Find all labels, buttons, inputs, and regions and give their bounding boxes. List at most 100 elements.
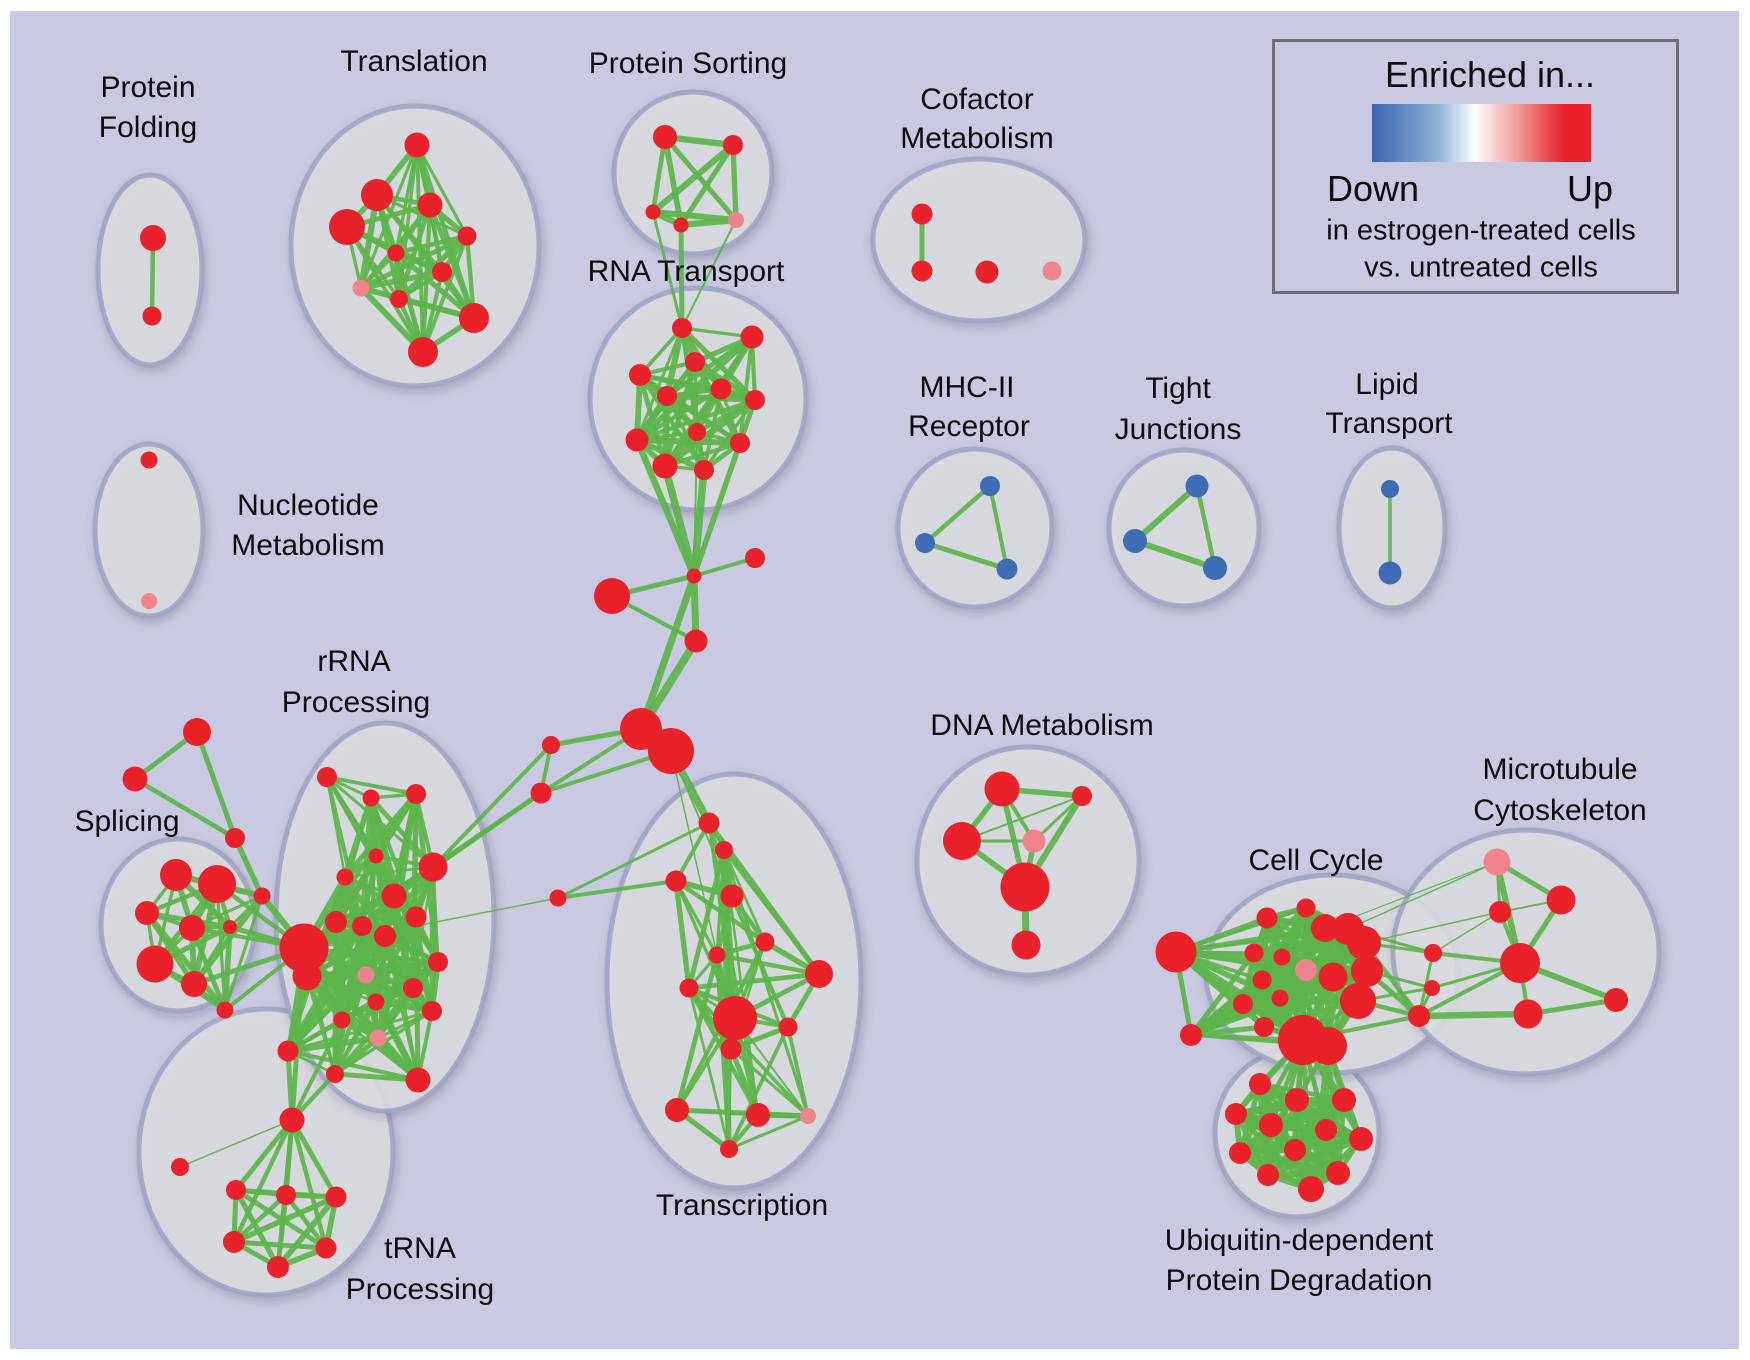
- node-tn6-red: [315, 1237, 337, 1259]
- node-tn3-red: [276, 1185, 296, 1205]
- cluster-ellipse-tight-junctions: [1106, 447, 1262, 609]
- edge-r14-r18: [376, 986, 415, 1040]
- node-n2-pink: [141, 593, 157, 609]
- node-c16-red: [1351, 955, 1383, 987]
- node-r7-red: [381, 883, 407, 909]
- cluster-label-ubiquitin-degradation-line2: Protein Degradation: [1165, 1263, 1433, 1297]
- cluster-label-cofactor-metabolism-line1: Cofactor: [920, 82, 1034, 116]
- node-tri3-red: [225, 828, 245, 848]
- node-tr2-red: [715, 841, 733, 859]
- node-b7-blue: [1381, 480, 1399, 498]
- edge-r21-rb: [301, 946, 421, 1082]
- node-pf1-red: [140, 225, 166, 251]
- node-rb-red: [279, 923, 329, 973]
- node-c3-red: [1256, 907, 1278, 929]
- node-u12-red: [1298, 1176, 1324, 1202]
- node-r12-red: [428, 952, 448, 972]
- node-r21-red: [405, 1067, 431, 1093]
- node-rt9-red: [625, 428, 649, 452]
- node-c15-red: [1318, 962, 1348, 992]
- cluster-ellipse-protein-folding: [95, 172, 205, 368]
- edge-r21-rb2: [305, 973, 420, 1083]
- node-ps3-red: [645, 204, 661, 220]
- node-mi1-pink: [1483, 848, 1511, 876]
- edge-th0-tn4: [289, 1118, 339, 1199]
- node-u6-red: [1315, 1119, 1337, 1141]
- node-c20-red: [1408, 1005, 1430, 1027]
- edge-sp6-sp8: [191, 894, 265, 986]
- edge-tn4-tn7: [275, 1195, 339, 1269]
- node-tn2-red: [226, 1180, 246, 1200]
- edge-tr8-tr15: [687, 987, 731, 1150]
- node-r17-red: [333, 1011, 351, 1029]
- cluster-label-protein-sorting: Protein Sorting: [588, 46, 788, 80]
- edge-th0-tn6: [289, 1119, 329, 1249]
- node-c6-red: [1273, 948, 1291, 966]
- cluster-label-rrna-processing-line2: Processing: [281, 685, 431, 719]
- node-m3-red: [549, 889, 567, 907]
- edge-rt7-rt12: [702, 398, 757, 472]
- network-nodes: [122, 125, 1628, 1278]
- node-d3-red: [943, 822, 981, 860]
- legend-gradient-bar: [1372, 104, 1591, 162]
- edge-tri2-tri3: [133, 777, 237, 840]
- node-tr9-red: [713, 996, 757, 1040]
- edge-ps1-ps5: [663, 135, 738, 222]
- node-d5-red: [1000, 862, 1050, 912]
- node-tr5-red: [755, 932, 775, 952]
- edge-b4-b6: [1194, 485, 1218, 569]
- node-r19-red: [277, 1040, 299, 1062]
- node-u7-red: [1349, 1127, 1373, 1151]
- node-mi2-red: [1546, 885, 1576, 915]
- node-sp5-red: [223, 920, 237, 934]
- edge-tr10-tr15: [727, 1026, 790, 1150]
- edge-rt2-rt10: [738, 336, 754, 444]
- node-t6-red: [387, 244, 405, 262]
- node-u2-red: [1285, 1088, 1309, 1112]
- node-pb-red: [648, 728, 694, 774]
- node-sp1-red: [160, 859, 192, 891]
- node-tr3-red: [665, 870, 687, 892]
- node-c19-red: [1309, 1027, 1347, 1065]
- cluster-label-dna-metabolism: DNA Metabolism: [930, 708, 1154, 742]
- node-t8-pink: [352, 279, 370, 297]
- node-m1-red: [542, 736, 560, 754]
- node-cf1-red: [911, 203, 933, 225]
- node-t9-red: [390, 290, 408, 308]
- node-t5-red: [457, 226, 477, 246]
- edge-c2-c5: [1188, 951, 1257, 1037]
- legend-title: Enriched in...: [1384, 54, 1596, 95]
- node-r6-red: [336, 868, 354, 886]
- node-r18-pink: [369, 1029, 387, 1047]
- node-d4-pink: [1022, 829, 1046, 853]
- node-t11-red: [408, 337, 438, 367]
- edge-b1-b3: [988, 485, 1009, 570]
- node-t4-red: [329, 209, 365, 245]
- edge-r17-r20: [332, 1019, 345, 1075]
- edge-tr11-tr14: [730, 1047, 809, 1118]
- cluster-label-microtubule-cytoskeleton-line1: Microtubule: [1482, 752, 1638, 786]
- node-h3-red: [594, 578, 630, 614]
- edge-r16-rb2: [306, 973, 433, 1014]
- node-tr7-red: [805, 960, 833, 988]
- node-d1-red: [984, 771, 1020, 807]
- node-tri2-red: [122, 766, 148, 792]
- edge-tri1-tri3: [194, 731, 238, 839]
- edge-tn3-tn7: [275, 1194, 289, 1268]
- edge-b1-b2: [923, 484, 992, 545]
- node-u5-red: [1259, 1113, 1283, 1137]
- node-u9-red: [1284, 1139, 1306, 1161]
- edge-tr6-tr7: [716, 952, 820, 977]
- legend-down-label: Down: [1326, 168, 1420, 209]
- node-tr8-red: [679, 978, 699, 998]
- edge-tn2-tn7: [233, 1188, 281, 1269]
- node-rt6-red: [710, 378, 732, 400]
- edge-m3-tr3: [557, 879, 677, 900]
- edge-d2-d3: [961, 795, 1083, 842]
- edge-ps2-ps5: [730, 144, 739, 221]
- edge-r1-r10: [324, 776, 365, 927]
- node-m2-red: [530, 782, 552, 804]
- node-c11-red: [1254, 1017, 1274, 1037]
- cluster-label-tight-junctions-line1: Tight: [1145, 371, 1211, 405]
